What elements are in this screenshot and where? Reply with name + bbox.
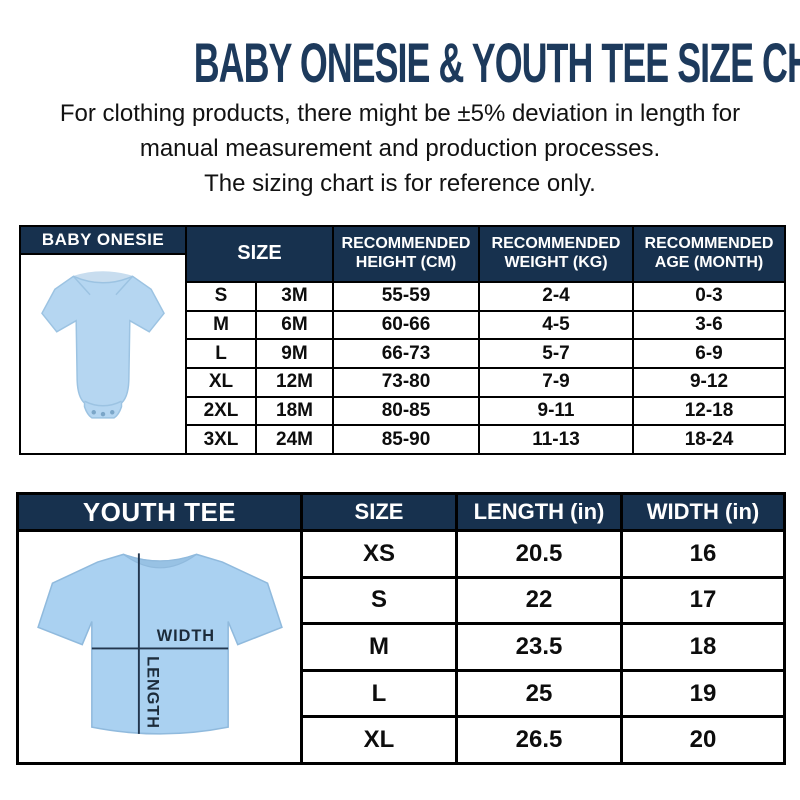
weight-cell: 9-11 [478,395,634,427]
onesie-size-row: 2XL 18M 80-85 9-11 12-18 [185,395,786,427]
size-label-cell: XL [185,366,257,398]
width-measure-label: WIDTH [156,627,214,645]
youth-tee-table: SIZE LENGTH (in) WIDTH (in) XS 20.5 16 S… [300,492,786,765]
size-month-cell: 9M [255,338,334,369]
width-cell: 17 [620,575,786,626]
page-title: BABY ONESIE & YOUTH TEE SIZE CHART [193,31,800,94]
size-label-cell: M [185,309,257,341]
baby-onesie-section: BABY ONESIE SIZE RECOMMENDED HEIGHT (C [19,225,786,455]
size-label-cell: 2XL [185,395,257,427]
height-column-header: RECOMMENDED HEIGHT (CM) [332,225,480,283]
size-label-cell: 3XL [185,424,257,455]
disclaimer-line-2: manual measurement and production proces… [139,135,661,162]
tee-size-row: L 25 19 [300,668,786,719]
age-column-header: RECOMMENDED AGE (MONTH) [632,225,786,283]
length-measure-label: LENGTH [143,656,161,729]
age-cell: 6-9 [632,338,786,369]
height-cell: 55-59 [332,281,480,312]
disclaimer-line-1: For clothing products, there might be ±5… [59,100,741,127]
width-cell: 18 [620,622,786,672]
size-label-cell: S [185,281,257,312]
age-cell: 0-3 [632,281,786,312]
height-cell: 85-90 [332,424,480,455]
weight-cell: 7-9 [478,366,634,398]
length-cell: 22 [455,575,623,626]
youth-tee-header-row: SIZE LENGTH (in) WIDTH (in) [300,492,786,532]
width-cell: 20 [620,715,786,765]
baby-onesie-photo [21,255,185,453]
size-month-cell: 18M [255,395,334,427]
age-cell: 9-12 [632,366,786,398]
width-cell: 19 [620,668,786,719]
width-cell: 16 [620,529,786,579]
length-cell: 26.5 [455,715,623,765]
size-column-header: SIZE [185,225,334,283]
size-month-cell: 3M [255,281,334,312]
height-cell: 80-85 [332,395,480,427]
baby-onesie-panel: BABY ONESIE [19,225,185,455]
youth-tee-section: YOUTH TEE WIDTH LENGTH SIZE LENGTH (in) … [16,492,786,765]
onesie-illustration [41,271,165,419]
onesie-size-row: M 6M 60-66 4-5 3-6 [185,309,786,341]
weight-cell: 11-13 [478,424,634,455]
size-cell: L [300,668,458,719]
tee-size-row: M 23.5 18 [300,622,786,672]
onesie-size-row: 3XL 24M 85-90 11-13 18-24 [185,424,786,455]
length-cell: 25 [455,668,623,719]
tee-size-row: XL 26.5 20 [300,715,786,765]
title-wrap: BABY ONESIE & YOUTH TEE SIZE CHART [0,30,800,95]
height-cell: 66-73 [332,338,480,369]
baby-onesie-panel-title: BABY ONESIE [21,227,185,255]
length-cell: 23.5 [455,622,623,672]
age-cell: 12-18 [632,395,786,427]
size-cell: XS [300,529,458,579]
age-cell: 3-6 [632,309,786,341]
size-column-header: SIZE [300,492,458,532]
disclaimer-line-3: The sizing chart is for reference only. [204,170,596,197]
disclaimer: For clothing products, there might be ±5… [0,96,800,201]
tee-size-row: XS 20.5 16 [300,529,786,579]
size-month-cell: 24M [255,424,334,455]
length-column-header: LENGTH (in) [455,492,623,532]
onesie-size-row: S 3M 55-59 2-4 0-3 [185,281,786,312]
youth-tee-panel-title: YOUTH TEE [19,495,300,532]
weight-column-header: RECOMMENDED WEIGHT (KG) [478,225,634,283]
baby-onesie-table: SIZE RECOMMENDED HEIGHT (CM) RECOMMENDED… [185,225,786,455]
size-cell: S [300,575,458,626]
height-cell: 60-66 [332,309,480,341]
length-cell: 20.5 [455,529,623,579]
baby-onesie-header-row: SIZE RECOMMENDED HEIGHT (CM) RECOMMENDED… [185,225,786,283]
size-cell: XL [300,715,458,765]
width-column-header: WIDTH (in) [620,492,786,532]
youth-tee-panel: YOUTH TEE WIDTH LENGTH [16,492,300,765]
tee-size-row: S 22 17 [300,575,786,626]
age-cell: 18-24 [632,424,786,455]
height-cell: 73-80 [332,366,480,398]
size-month-cell: 6M [255,309,334,341]
weight-cell: 5-7 [478,338,634,369]
onesie-size-row: XL 12M 73-80 7-9 9-12 [185,366,786,398]
size-month-cell: 12M [255,366,334,398]
size-cell: M [300,622,458,672]
youth-tee-photo: WIDTH LENGTH [19,532,300,762]
onesie-size-row: L 9M 66-73 5-7 6-9 [185,338,786,369]
size-label-cell: L [185,338,257,369]
tee-illustration: WIDTH LENGTH [36,553,283,735]
weight-cell: 4-5 [478,309,634,341]
weight-cell: 2-4 [478,281,634,312]
